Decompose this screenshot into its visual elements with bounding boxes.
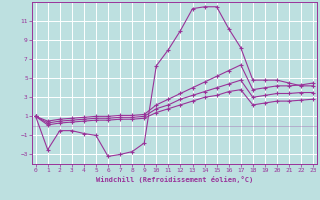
X-axis label: Windchill (Refroidissement éolien,°C): Windchill (Refroidissement éolien,°C) (96, 176, 253, 183)
